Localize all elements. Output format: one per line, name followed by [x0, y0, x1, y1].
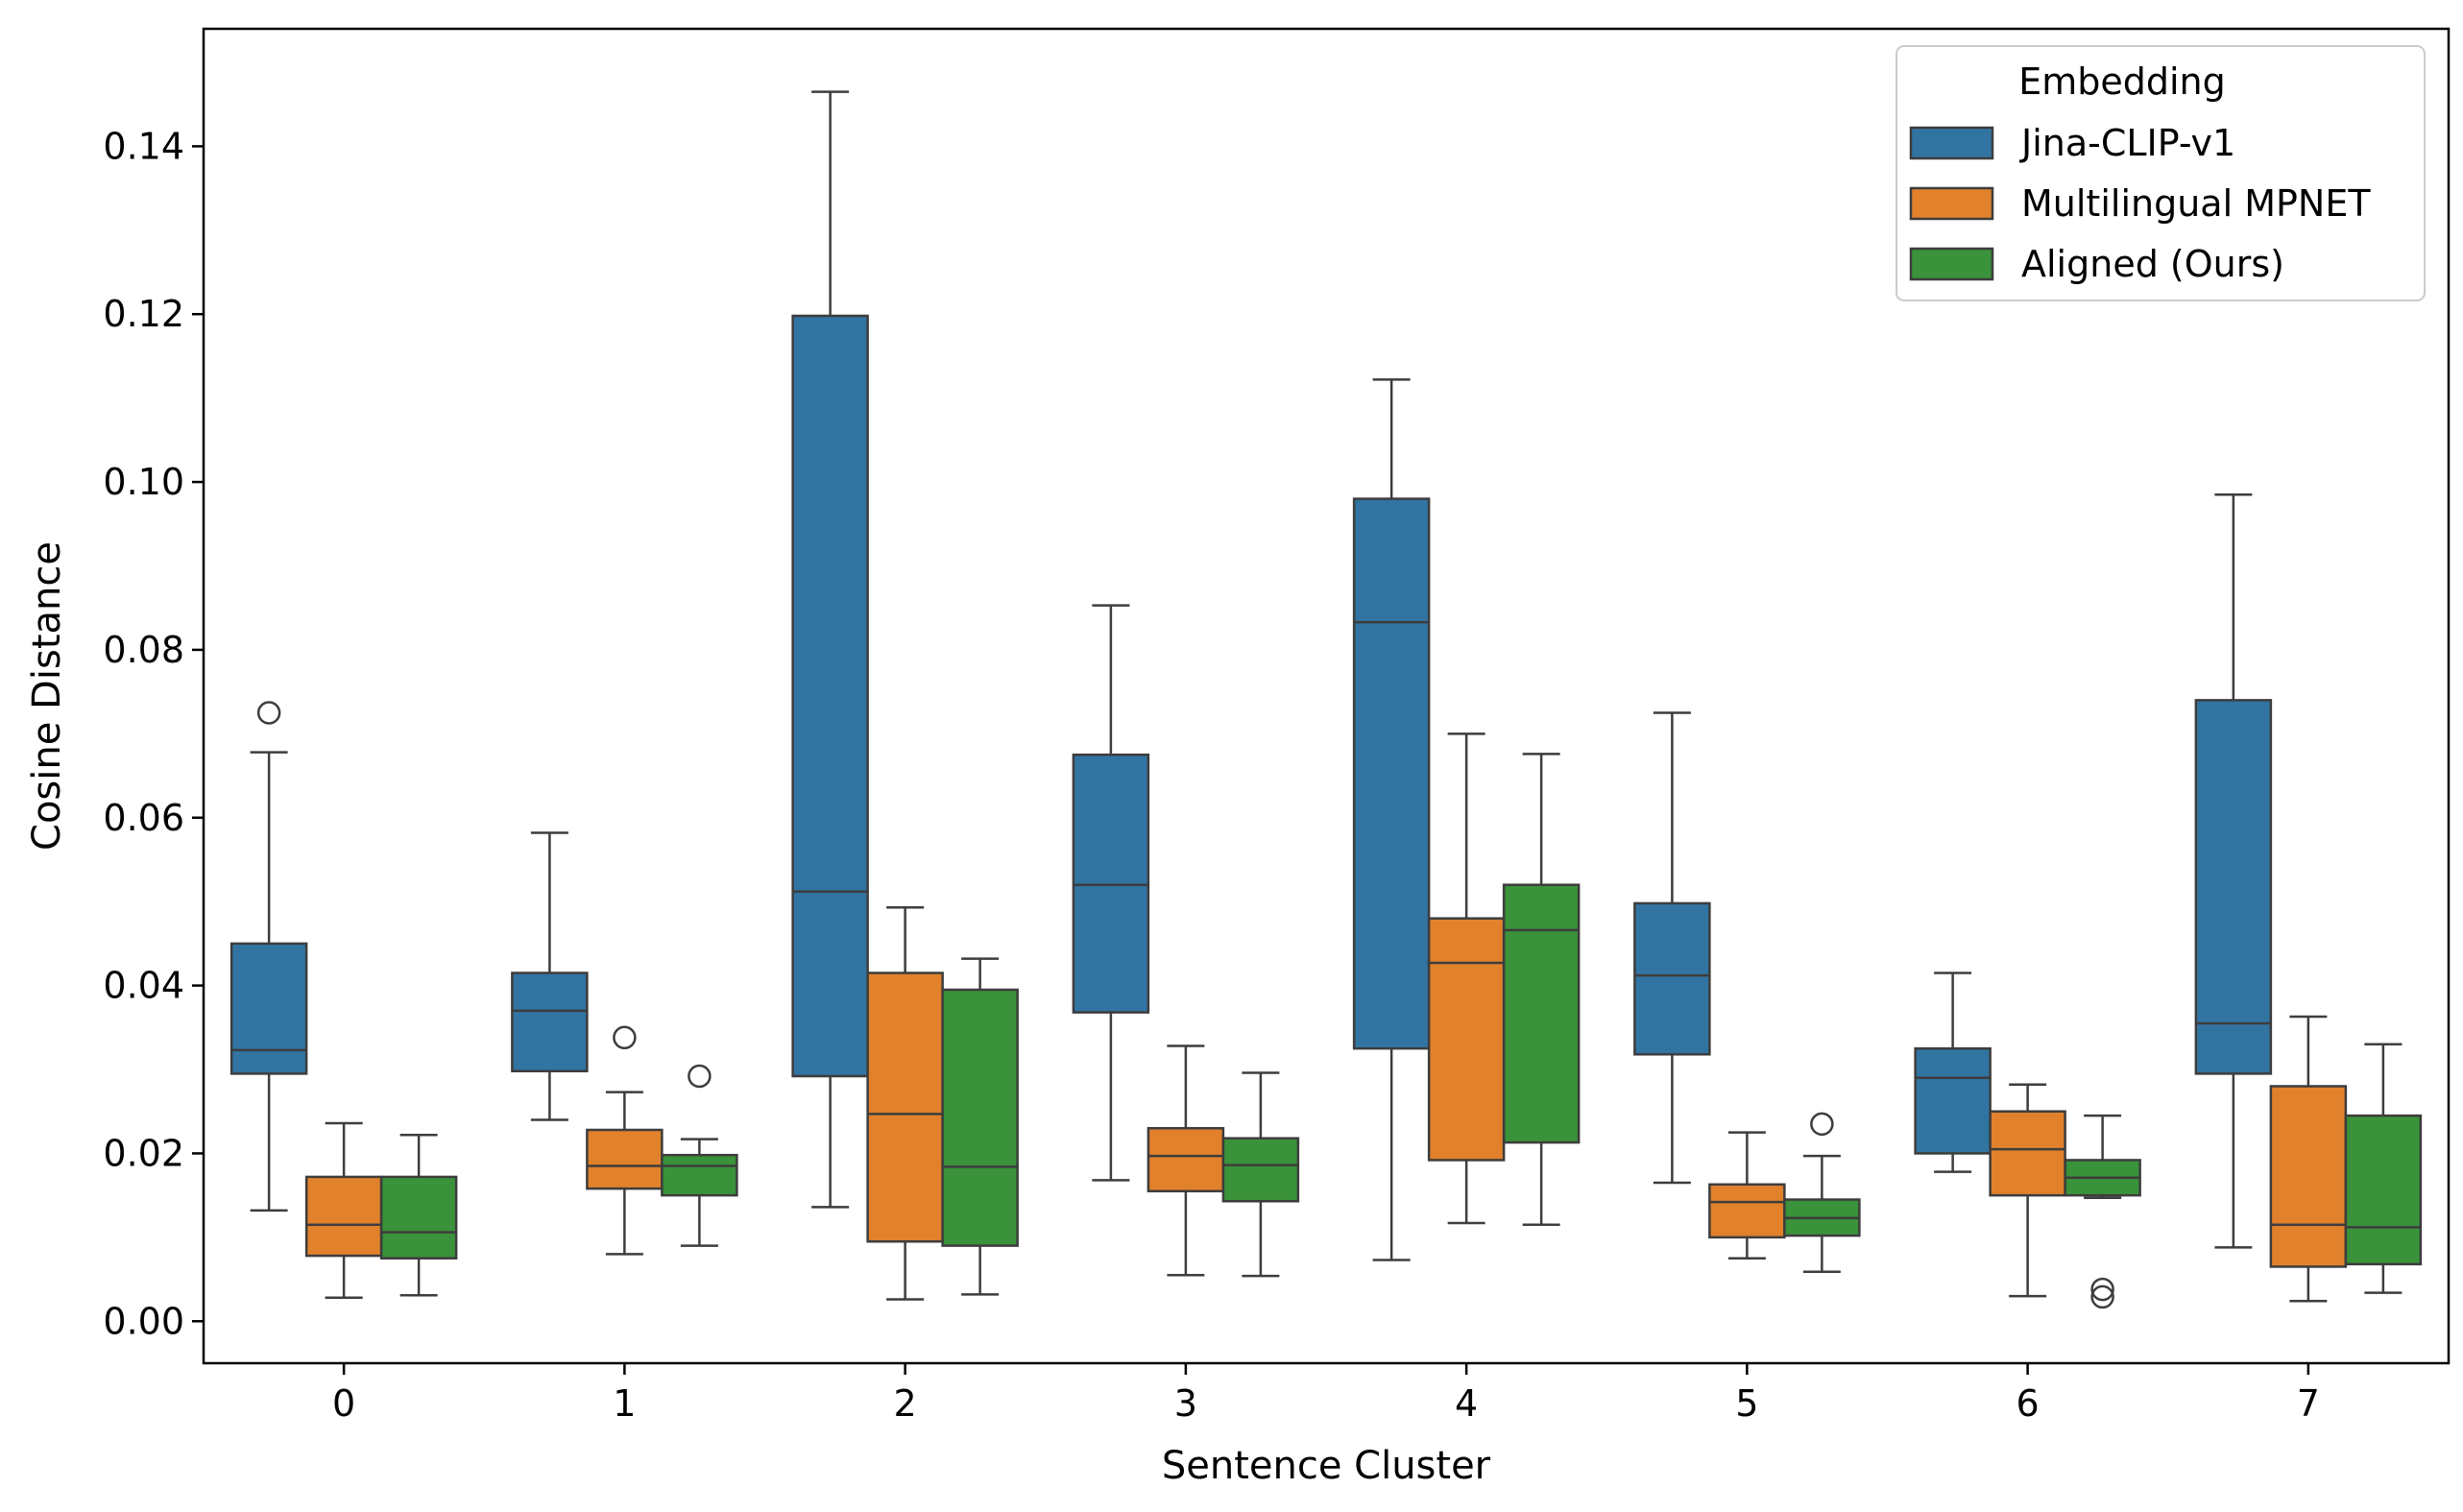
box-iqr	[1914, 1046, 1992, 1155]
box-multilingual-mpnet-cluster-3	[1147, 1044, 1225, 1277]
legend-swatch-aligned	[1909, 247, 1994, 281]
x-tick-label: 5	[1735, 1382, 1758, 1425]
box-iqr	[586, 1128, 664, 1190]
x-tick-label: 4	[1455, 1382, 1478, 1425]
box-jina-clip-v1-cluster-4	[1352, 378, 1431, 1261]
box-multilingual-mpnet-cluster-5	[1708, 1131, 1786, 1260]
outlier-point	[256, 701, 281, 725]
legend-entry-jina: Jina-CLIP-v1	[1909, 122, 2235, 164]
box-iqr	[1427, 917, 1506, 1162]
y-tick-label: 0.14	[103, 125, 184, 167]
outlier-point	[2090, 1277, 2114, 1302]
x-tick-label: 2	[894, 1382, 917, 1425]
outlier-point	[1810, 1112, 1834, 1137]
box-iqr	[304, 1175, 383, 1258]
x-tick-label: 7	[2297, 1382, 2320, 1425]
box-iqr	[941, 988, 1019, 1247]
y-tick-label: 0.12	[103, 293, 184, 335]
outlier-point	[613, 1025, 637, 1050]
box-jina-clip-v1-cluster-6	[1914, 972, 1992, 1173]
legend-label-jina: Jina-CLIP-v1	[2019, 122, 2235, 164]
box-multilingual-mpnet-cluster-7	[2269, 1015, 2348, 1303]
box-iqr	[1352, 497, 1431, 1050]
box-iqr	[379, 1175, 458, 1260]
box-iqr	[2344, 1114, 2423, 1266]
box-iqr	[511, 972, 589, 1073]
box-iqr	[229, 942, 308, 1075]
y-tick-label: 0.06	[103, 797, 184, 839]
x-axis: 0 1 2 3 4 5 6 7	[332, 1363, 2320, 1425]
box-aligned-ours--cluster-1	[661, 1064, 738, 1247]
boxes-layer	[229, 90, 2423, 1309]
box-iqr	[2269, 1085, 2348, 1268]
box-iqr	[661, 1153, 738, 1197]
y-tick-label: 0.04	[103, 965, 184, 1007]
box-iqr	[2194, 699, 2273, 1075]
box-iqr	[1708, 1183, 1786, 1239]
outlier-point	[2090, 1284, 2114, 1309]
box-iqr	[1072, 753, 1150, 1014]
legend: Embedding Jina-CLIP-v1 Multilingual MPNE…	[1896, 45, 2426, 301]
box-jina-clip-v1-cluster-0	[229, 701, 308, 1212]
box-iqr	[791, 314, 869, 1078]
y-tick-label: 0.02	[103, 1132, 184, 1174]
box-iqr	[1147, 1126, 1225, 1193]
box-multilingual-mpnet-cluster-2	[866, 906, 944, 1301]
box-multilingual-mpnet-cluster-6	[1989, 1083, 2066, 1298]
box-iqr	[1502, 883, 1581, 1144]
legend-swatch-jina	[1909, 126, 1994, 160]
x-axis-label: Sentence Cluster	[1162, 1444, 1491, 1488]
legend-entry-aligned: Aligned (Ours)	[1909, 243, 2284, 285]
y-tick-label: 0.08	[103, 629, 184, 671]
plot-frame	[202, 27, 2451, 1365]
box-multilingual-mpnet-cluster-0	[304, 1121, 383, 1300]
y-tick-label: 0.00	[103, 1300, 184, 1342]
legend-swatch-mpnet	[1909, 186, 1994, 221]
x-tick-label: 0	[332, 1382, 355, 1425]
box-aligned-ours--cluster-7	[2344, 1043, 2423, 1294]
x-tick-label: 6	[2016, 1382, 2040, 1425]
box-aligned-ours--cluster-2	[941, 957, 1019, 1296]
box-aligned-ours--cluster-4	[1502, 753, 1581, 1227]
outlier-point	[688, 1064, 712, 1089]
legend-title: Embedding	[2018, 60, 2226, 103]
box-aligned-ours--cluster-0	[379, 1133, 458, 1297]
x-tick-label: 3	[1174, 1382, 1197, 1425]
box-aligned-ours--cluster-6	[2064, 1114, 2141, 1309]
box-jina-clip-v1-cluster-1	[511, 831, 589, 1121]
box-iqr	[1633, 901, 1711, 1056]
box-jina-clip-v1-cluster-3	[1072, 604, 1150, 1182]
box-jina-clip-v1-cluster-5	[1633, 711, 1711, 1185]
legend-label-mpnet: Multilingual MPNET	[2021, 182, 2371, 225]
box-jina-clip-v1-cluster-7	[2194, 492, 2273, 1249]
box-iqr	[1221, 1137, 1300, 1203]
legend-frame	[1896, 45, 2426, 301]
x-tick-label: 1	[613, 1382, 636, 1425]
box-iqr	[1989, 1110, 2066, 1197]
y-axis: 0.00 0.02 0.04 0.06 0.08 0.10 0.12 0.14	[103, 125, 204, 1342]
legend-entry-mpnet: Multilingual MPNET	[1909, 182, 2371, 225]
box-iqr	[866, 972, 944, 1243]
box-multilingual-mpnet-cluster-4	[1427, 732, 1506, 1225]
y-axis-label: Cosine Distance	[25, 541, 69, 851]
box-aligned-ours--cluster-5	[1783, 1112, 1861, 1273]
box-jina-clip-v1-cluster-2	[791, 90, 869, 1209]
box-multilingual-mpnet-cluster-1	[586, 1025, 664, 1256]
box-aligned-ours--cluster-3	[1221, 1071, 1300, 1278]
legend-label-aligned: Aligned (Ours)	[2021, 243, 2284, 285]
y-tick-label: 0.10	[103, 461, 184, 503]
